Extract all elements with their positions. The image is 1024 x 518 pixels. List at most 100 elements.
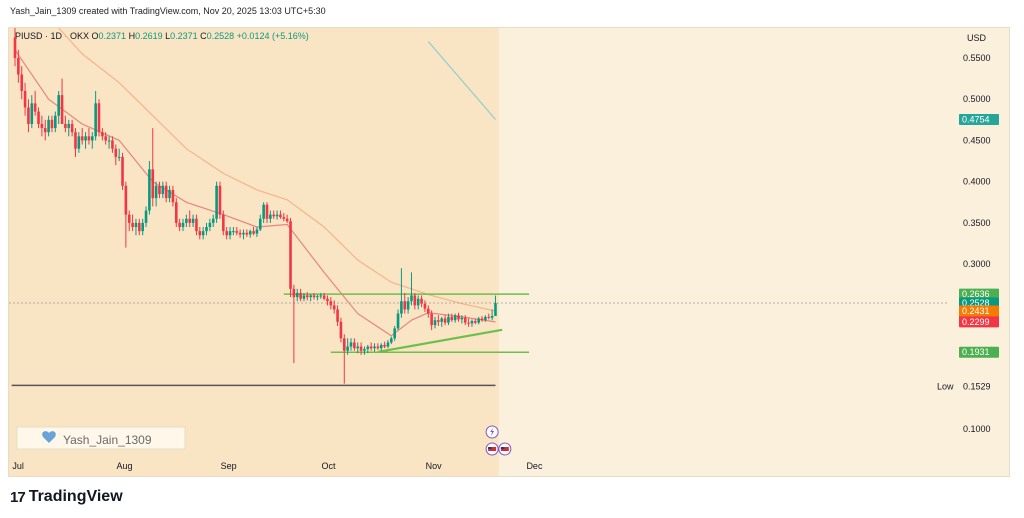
candle-body[interactable] <box>245 232 249 235</box>
candle-body[interactable] <box>426 308 430 314</box>
candle-body[interactable] <box>43 128 47 133</box>
candle-body[interactable] <box>474 320 477 323</box>
candle-body[interactable] <box>339 321 343 339</box>
candle-body[interactable] <box>255 229 259 234</box>
candle-body[interactable] <box>393 328 396 339</box>
candle-body[interactable] <box>13 37 17 58</box>
candle-body[interactable] <box>228 231 232 236</box>
candle-body[interactable] <box>326 298 329 302</box>
candle-body[interactable] <box>30 103 34 124</box>
candle-body[interactable] <box>369 346 373 349</box>
candle-body[interactable] <box>174 202 178 223</box>
candle-body[interactable] <box>57 95 60 116</box>
candle-body[interactable] <box>359 346 363 351</box>
candle-body[interactable] <box>114 148 118 157</box>
candle-body[interactable] <box>396 313 400 329</box>
candle-body[interactable] <box>60 95 64 124</box>
candle-body[interactable] <box>70 123 74 133</box>
candle-body[interactable] <box>480 318 484 321</box>
candle-body[interactable] <box>181 222 185 228</box>
candle-body[interactable] <box>390 338 393 343</box>
candle-body[interactable] <box>329 301 333 306</box>
candle-body[interactable] <box>420 298 423 304</box>
candle-body[interactable] <box>252 231 255 234</box>
candle-body[interactable] <box>168 189 171 199</box>
candle-body[interactable] <box>141 222 144 232</box>
candle-body[interactable] <box>322 295 326 299</box>
candle-body[interactable] <box>403 301 407 310</box>
candle-body[interactable] <box>87 136 91 141</box>
candle-body[interactable] <box>50 119 54 129</box>
candle-body[interactable] <box>191 218 195 223</box>
candle-body[interactable] <box>332 305 336 310</box>
candle-body[interactable] <box>450 316 454 321</box>
candle-body[interactable] <box>235 231 239 233</box>
candle-body[interactable] <box>416 298 420 306</box>
candle-body[interactable] <box>232 231 235 233</box>
candle-body[interactable] <box>111 140 114 149</box>
candle-body[interactable] <box>97 103 101 133</box>
candle-body[interactable] <box>124 185 128 215</box>
candle-body[interactable] <box>33 103 37 112</box>
candle-body[interactable] <box>319 295 323 297</box>
candle-body[interactable] <box>134 222 138 228</box>
candle-body[interactable] <box>54 115 57 129</box>
candle-body[interactable] <box>211 218 215 223</box>
candle-body[interactable] <box>37 111 40 124</box>
candle-body[interactable] <box>64 123 67 129</box>
candle-body[interactable] <box>490 315 494 318</box>
candle-body[interactable] <box>67 123 71 129</box>
candle-body[interactable] <box>238 232 242 235</box>
candle-body[interactable] <box>80 136 84 141</box>
candle-body[interactable] <box>373 346 376 349</box>
candle-body[interactable] <box>90 136 94 141</box>
candle-body[interactable] <box>386 342 390 347</box>
candle-body[interactable] <box>336 309 339 322</box>
candle-body[interactable] <box>406 301 410 310</box>
candle-body[interactable] <box>316 296 319 298</box>
candle-body[interactable] <box>205 227 208 232</box>
candle-body[interactable] <box>309 295 312 298</box>
candle-body[interactable] <box>467 322 470 324</box>
candle-body[interactable] <box>346 346 349 351</box>
candle-body[interactable] <box>188 218 192 223</box>
candle-body[interactable] <box>289 221 292 289</box>
candle-body[interactable] <box>383 344 386 347</box>
candle-body[interactable] <box>295 292 299 298</box>
candle-body[interactable] <box>306 295 309 298</box>
candle-body[interactable] <box>366 346 370 350</box>
candle-body[interactable] <box>218 185 222 215</box>
candle-body[interactable] <box>198 231 202 236</box>
candle-body[interactable] <box>77 136 81 149</box>
candle-body[interactable] <box>154 185 158 199</box>
candle-body[interactable] <box>117 156 121 158</box>
candle-body[interactable] <box>47 119 50 133</box>
candle-body[interactable] <box>23 90 27 108</box>
candle-body[interactable] <box>494 303 497 316</box>
candle-body[interactable] <box>437 320 440 322</box>
candle-body[interactable] <box>215 185 218 219</box>
candle-body[interactable] <box>376 346 380 349</box>
candle-body[interactable] <box>131 222 134 228</box>
candle-body[interactable] <box>262 204 265 219</box>
candle-body[interactable] <box>17 58 20 75</box>
candle-body[interactable] <box>94 103 97 137</box>
candle-body[interactable] <box>447 316 450 323</box>
price-chart[interactable]: PIUSD · 1D · OKX O0.2371 H0.2619 L0.2371… <box>9 0 1009 476</box>
candle-body[interactable] <box>161 185 165 195</box>
candle-body[interactable] <box>201 231 205 236</box>
candle-body[interactable] <box>272 214 276 217</box>
candle-body[interactable] <box>285 218 289 222</box>
candle-body[interactable] <box>430 313 433 326</box>
candle-body[interactable] <box>423 303 427 309</box>
candle-body[interactable] <box>107 140 111 142</box>
candle-body[interactable] <box>265 204 269 219</box>
candle-body[interactable] <box>453 315 457 321</box>
candle-body[interactable] <box>460 317 464 320</box>
candle-body[interactable] <box>185 218 188 223</box>
candle-body[interactable] <box>349 342 353 347</box>
candle-body[interactable] <box>40 123 44 129</box>
candle-body[interactable] <box>400 301 403 314</box>
candle-body[interactable] <box>279 214 282 218</box>
candle-body[interactable] <box>269 214 272 219</box>
